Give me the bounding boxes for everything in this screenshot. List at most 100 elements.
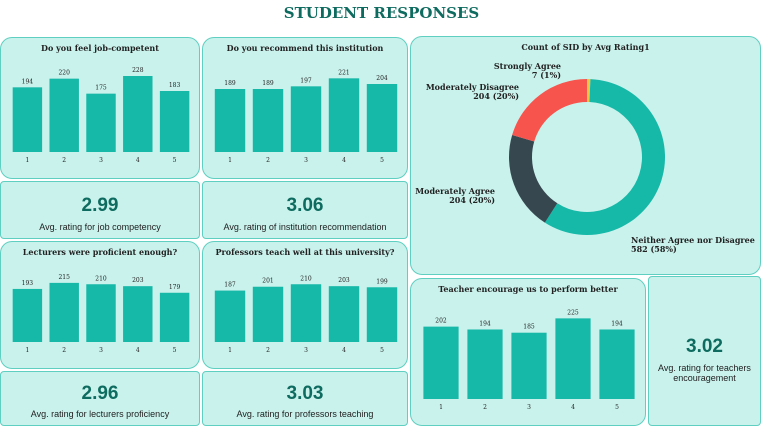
x-tick-label: 2 xyxy=(483,404,487,411)
x-tick-label: 2 xyxy=(266,157,270,164)
recommend-chart-title: Do you recommend this institution xyxy=(226,43,384,53)
bar xyxy=(290,86,322,152)
lecturers-chart-panel: Lecturers were proficient enough? 193 1 21… xyxy=(0,241,200,369)
bar xyxy=(290,284,322,342)
donut-slice xyxy=(544,79,665,235)
donut-category-label: Moderately Disagree xyxy=(426,82,519,92)
x-tick-label: 3 xyxy=(304,157,308,164)
recommend-chart-panel: Do you recommend this institution 189 1 18… xyxy=(202,37,408,179)
bar xyxy=(599,329,635,399)
donut-chart-title: Count of SID by Avg Rating1 xyxy=(521,42,650,52)
x-tick-label: 3 xyxy=(304,347,308,354)
data-label: 210 xyxy=(300,275,312,282)
x-tick-label: 4 xyxy=(342,347,346,354)
data-label: 201 xyxy=(262,278,273,285)
job-competent-bar-chart: 194 1 220 2 175 3 228 4 183 5 xyxy=(12,67,190,164)
data-label: 202 xyxy=(435,318,447,325)
x-tick-label: 4 xyxy=(571,404,575,411)
bar xyxy=(511,332,547,399)
bar xyxy=(328,78,360,152)
x-tick-label: 1 xyxy=(228,347,232,354)
data-label: 204 xyxy=(376,75,388,82)
data-label: 194 xyxy=(611,320,623,327)
encourage-chart-panel: Teacher encourage us to perform better 2… xyxy=(410,278,646,426)
bar xyxy=(49,78,79,152)
lecturers-chart-title: Lecturers were proficient enough? xyxy=(22,247,178,257)
data-label: 220 xyxy=(58,70,70,77)
data-label: 183 xyxy=(169,82,181,89)
data-label: 225 xyxy=(567,309,579,316)
lecturers-bar-chart: 193 1 215 2 210 3 203 4 179 5 xyxy=(12,274,190,354)
bar xyxy=(214,89,246,152)
x-tick-label: 4 xyxy=(136,347,140,354)
kpi-value: 3.03 xyxy=(286,383,324,404)
job-competent-chart-panel: Do you feel job-competent 194 1 220 2 175 3 22… xyxy=(0,37,200,179)
donut-slice xyxy=(509,135,558,223)
x-tick-label: 4 xyxy=(342,157,346,164)
professors-bar-chart: 187 1 201 2 210 3 203 4 199 5 xyxy=(214,275,398,354)
x-tick-label: 5 xyxy=(615,404,619,411)
kpi-card-professors: 3.03 Avg. rating for professors teaching xyxy=(202,371,408,426)
bar xyxy=(123,76,153,152)
x-tick-label: 1 xyxy=(439,404,443,411)
bar xyxy=(86,284,116,342)
bar xyxy=(555,318,591,399)
kpi-value: 2.96 xyxy=(81,383,119,404)
data-label: 189 xyxy=(262,80,274,87)
rating-donut-panel: Count of SID by Avg Rating1 Strongly Agr… xyxy=(410,36,761,275)
data-label: 199 xyxy=(376,278,388,285)
donut-value-label: 7 (1%) xyxy=(532,70,561,80)
encourage-chart-title: Teacher encourage us to perform better xyxy=(438,284,618,294)
donut-value-label: 582 (58%) xyxy=(631,244,677,254)
kpi-card-job-competency: 2.99 Avg. rating for job competency xyxy=(0,181,200,239)
bar xyxy=(12,87,43,152)
x-tick-label: 1 xyxy=(228,157,232,164)
encourage-bar-chart: 202 1 194 2 185 3 225 4 194 5 xyxy=(423,309,635,411)
bar xyxy=(366,84,398,152)
professors-chart-title: Professors teach well at this university… xyxy=(215,247,395,257)
bar xyxy=(366,287,398,342)
data-label: 194 xyxy=(22,78,34,85)
x-tick-label: 5 xyxy=(173,347,177,354)
bar xyxy=(214,290,246,342)
x-tick-label: 3 xyxy=(99,347,103,354)
donut-category-label: Strongly Agree xyxy=(494,61,561,71)
donut-slice xyxy=(587,79,591,103)
data-label: 215 xyxy=(58,274,70,281)
kpi-card-encouragement: 3.02 Avg. rating for teachers encouragem… xyxy=(648,276,761,426)
bar xyxy=(252,89,284,152)
bar xyxy=(159,292,190,342)
x-tick-label: 2 xyxy=(266,347,270,354)
bar xyxy=(49,282,79,342)
x-tick-label: 1 xyxy=(25,347,29,354)
job-competent-chart-title: Do you feel job-competent xyxy=(41,43,159,53)
kpi-label: Avg. rating for professors teaching xyxy=(236,409,374,419)
x-tick-label: 5 xyxy=(380,157,384,164)
x-tick-label: 2 xyxy=(62,157,66,164)
x-tick-label: 3 xyxy=(99,157,103,164)
bar xyxy=(423,326,459,399)
data-label: 210 xyxy=(95,275,107,282)
donut-category-label: Moderately Agree xyxy=(415,186,495,196)
bar xyxy=(159,91,190,152)
bar xyxy=(86,93,116,152)
kpi-value: 3.02 xyxy=(686,336,723,357)
bar xyxy=(467,329,503,399)
data-label: 179 xyxy=(169,284,181,291)
data-label: 221 xyxy=(338,69,349,76)
kpi-label: Avg. rating of institution recommendatio… xyxy=(223,222,387,232)
x-tick-label: 3 xyxy=(527,404,531,411)
data-label: 197 xyxy=(300,77,312,84)
kpi-value: 2.99 xyxy=(81,195,119,216)
kpi-label: Avg. rating for job competency xyxy=(39,222,161,232)
data-label: 194 xyxy=(479,320,491,327)
donut-slice xyxy=(512,79,587,142)
data-label: 189 xyxy=(224,80,236,87)
data-label: 175 xyxy=(95,85,107,92)
kpi-value: 3.06 xyxy=(286,195,324,216)
x-tick-label: 5 xyxy=(173,157,177,164)
donut-category-label: Neither Agree nor Disagree xyxy=(631,235,755,245)
data-label: 203 xyxy=(338,277,350,284)
bar xyxy=(328,286,360,342)
